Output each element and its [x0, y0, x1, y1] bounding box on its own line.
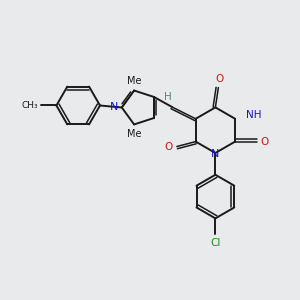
Text: N: N	[211, 149, 220, 159]
Text: Cl: Cl	[210, 238, 220, 248]
Text: Me: Me	[127, 129, 141, 139]
Text: Me: Me	[127, 76, 141, 85]
Text: O: O	[215, 74, 224, 84]
Text: CH₃: CH₃	[21, 101, 38, 110]
Text: N: N	[110, 103, 118, 112]
Text: H: H	[164, 92, 172, 102]
Text: O: O	[261, 136, 269, 147]
Text: O: O	[165, 142, 173, 152]
Text: NH: NH	[246, 110, 262, 120]
